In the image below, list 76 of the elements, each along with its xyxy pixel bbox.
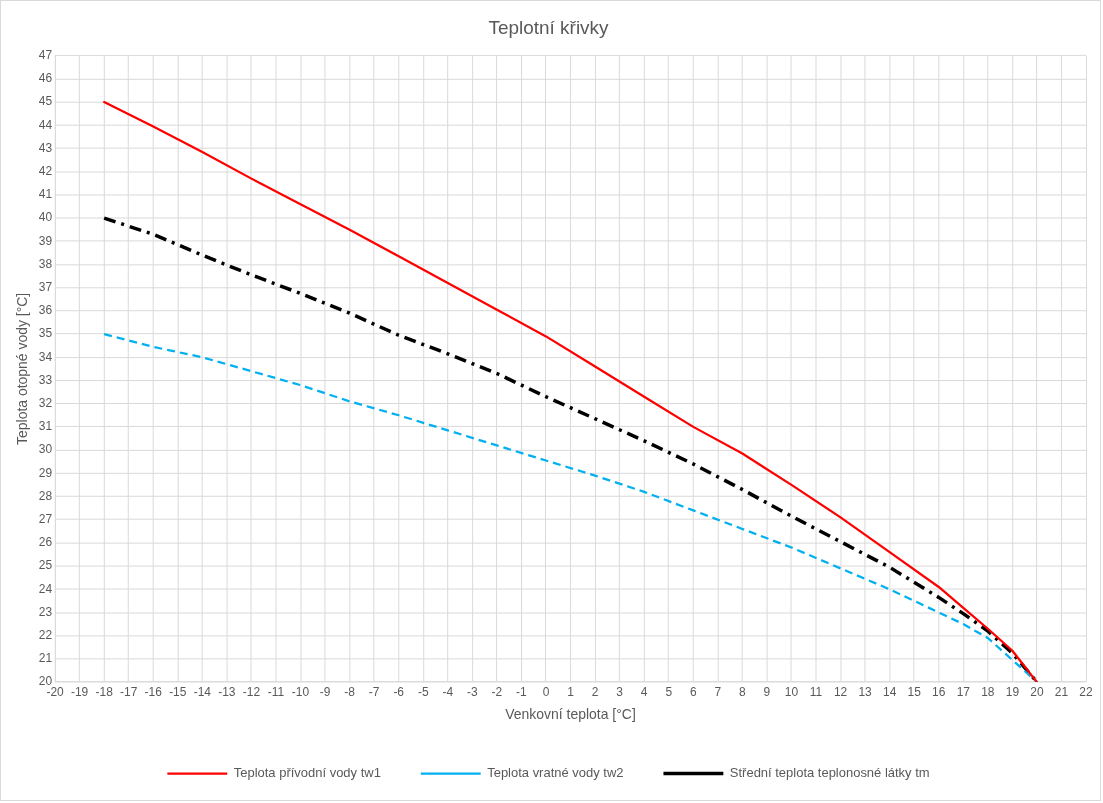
x-tick-label: -6 [393,684,405,699]
x-tick-label: -9 [319,684,331,699]
x-tick-label: 1 [567,684,575,699]
x-tick-label: 9 [763,684,771,699]
y-tick-label: 35 [38,326,53,341]
x-tick-label: -19 [70,684,89,699]
x-tick-label: -3 [467,684,479,699]
x-tick-label: 2 [591,684,599,699]
chart-title: Teplotní křivky [488,16,610,38]
y-tick-label: 39 [38,233,53,248]
x-tick-label: 13 [858,684,873,699]
y-tick-label: 33 [38,372,53,387]
x-tick-label: 22 [1079,684,1094,699]
x-tick-label: -17 [120,684,138,699]
x-tick-label: 18 [981,684,995,699]
x-tick-label: -15 [169,684,187,699]
y-tick-label: 41 [38,187,53,202]
x-tick-label: -1 [516,684,528,699]
x-tick-label: 12 [833,684,848,699]
x-tick-label: -8 [344,684,356,699]
y-tick-label: 37 [38,279,53,294]
y-tick-label: 22 [38,628,53,642]
x-tick-label: -18 [95,684,114,699]
x-tick-label: 19 [1005,684,1020,699]
x-tick-label: 16 [932,684,946,699]
x-tick-label: 20 [1030,684,1044,699]
x-tick-label: 14 [882,684,897,699]
x-tick-label: -2 [491,684,503,699]
x-tick-label: 6 [689,684,697,699]
x-tick-label: 17 [956,684,971,699]
y-tick-label: 36 [38,303,53,318]
y-tick-label: 27 [38,511,53,526]
y-tick-label: 47 [38,47,53,62]
x-tick-label: 4 [640,684,648,699]
y-tick-label: 45 [38,94,53,109]
x-tick-label: -13 [218,684,236,699]
y-tick-label: 43 [38,140,53,155]
x-tick-label: -7 [368,684,380,699]
y-tick-label: 31 [38,419,53,434]
y-tick-label: 21 [38,651,53,666]
x-axis-title: Venkovní teplota [°C] [505,705,636,722]
x-tick-label: 5 [665,684,673,699]
y-tick-label: 46 [38,71,53,86]
x-tick-label: 21 [1054,684,1069,699]
y-tick-label: 29 [38,465,53,480]
x-tick-label: 7 [714,684,722,699]
y-tick-label: 28 [38,488,53,503]
y-tick-label: 44 [38,117,53,132]
x-tick-label: -20 [46,684,65,699]
x-tick-label: -4 [442,684,454,699]
x-tick-label: -12 [242,684,261,699]
x-tick-label: 15 [907,684,922,699]
x-tick-label: -11 [267,684,285,699]
y-tick-label: 23 [38,604,53,619]
y-tick-label: 25 [38,558,53,573]
x-tick-label: 8 [739,684,747,699]
x-tick-label: -10 [291,684,310,699]
x-tick-label: 3 [616,684,624,699]
y-tick-label: 32 [38,395,53,410]
x-tick-label: 11 [809,684,823,699]
y-axis-title: Teplota otopné vody [°C] [14,292,31,445]
legend-label: Teplota vratné vody tw2 [487,765,624,781]
x-tick-label: -5 [417,684,429,699]
x-tick-label: 10 [784,684,799,699]
y-tick-label: 30 [38,442,53,457]
legend-label: Střední teplota teplonosné látky tm [729,765,930,781]
x-tick-label: -14 [193,684,212,699]
y-tick-label: 24 [38,581,53,596]
y-tick-label: 42 [38,163,53,178]
y-tick-label: 34 [38,349,53,364]
y-tick-label: 26 [38,535,53,550]
x-tick-label: -16 [144,684,163,699]
legend-label: Teplota přívodní vody tw1 [233,765,381,781]
y-tick-label: 40 [38,210,53,225]
x-tick-label: 0 [542,684,550,699]
y-tick-label: 38 [38,256,53,271]
